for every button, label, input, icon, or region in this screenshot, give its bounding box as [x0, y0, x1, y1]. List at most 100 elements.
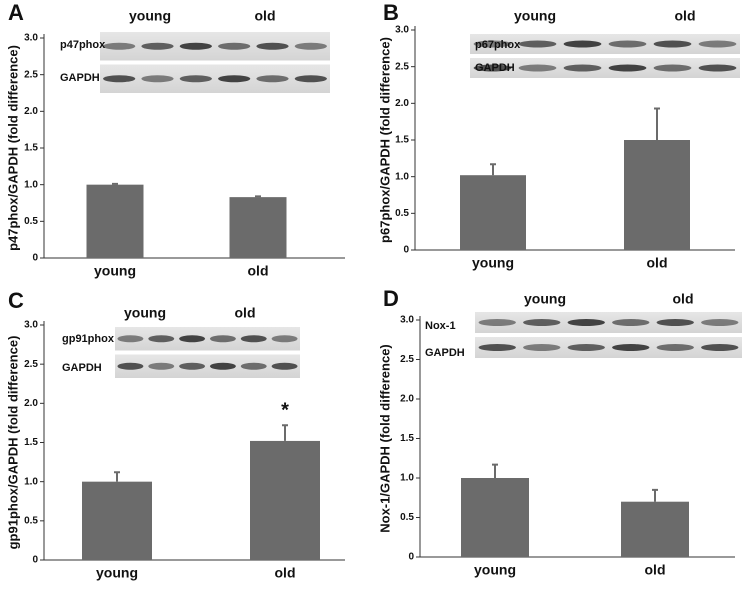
- blot-band: [473, 40, 512, 48]
- y-tick-label: 0.5: [400, 512, 414, 523]
- error-bar: [654, 107, 660, 140]
- group-label: young: [129, 8, 171, 24]
- blot-band: [117, 362, 144, 370]
- significance-mark: *: [281, 400, 289, 422]
- error-bar: [492, 463, 498, 478]
- x-tick-label: old: [248, 263, 269, 279]
- x-tick-label: old: [645, 562, 666, 578]
- blot-band: [518, 40, 557, 48]
- blot-band: [103, 75, 136, 83]
- x-tick-label: old: [647, 255, 668, 271]
- y-tick-label: 1.5: [400, 433, 414, 444]
- blot-band: [209, 335, 236, 343]
- blot-band: [612, 344, 650, 351]
- group-label: young: [514, 8, 556, 24]
- bar: [461, 478, 529, 557]
- y-tick-label: 2.5: [395, 61, 409, 72]
- group-label: old: [673, 291, 694, 307]
- y-tick-label: 0: [408, 552, 414, 563]
- blot-strip: [475, 337, 742, 358]
- y-tick-label: 1.0: [395, 171, 409, 182]
- group-label: young: [524, 291, 566, 307]
- blot-label: gp91phox: [62, 333, 115, 345]
- blot-label: p47phox: [60, 39, 106, 51]
- group-label: old: [675, 8, 696, 24]
- y-tick-label: 2.0: [395, 98, 409, 109]
- y-tick-label: 1.5: [395, 135, 409, 146]
- y-tick-label: 0: [32, 555, 38, 566]
- x-tick-label: young: [94, 263, 136, 279]
- blot-label: GAPDH: [60, 72, 100, 84]
- blot-band: [271, 335, 298, 343]
- blot-strip: [115, 354, 300, 378]
- y-tick-label: 2.5: [24, 359, 38, 370]
- blot-band: [608, 64, 647, 72]
- y-tick-label: 2.5: [24, 69, 38, 80]
- blot-strip: [470, 58, 740, 78]
- group-label: young: [124, 305, 166, 321]
- blot-label: Nox-1: [425, 320, 456, 332]
- group-label: old: [255, 8, 276, 24]
- bar: [229, 197, 287, 258]
- y-tick-label: 3.0: [24, 33, 38, 44]
- blot-band: [563, 64, 602, 72]
- error-bar: [652, 488, 658, 502]
- blot-band: [567, 319, 605, 326]
- blot-strip: [470, 34, 740, 54]
- y-tick-label: 0.5: [24, 515, 38, 526]
- bar: [621, 501, 689, 557]
- y-tick-label: 3.0: [395, 25, 409, 36]
- blot-band: [256, 42, 289, 50]
- blot-band: [701, 319, 739, 326]
- blot-band: [518, 64, 557, 72]
- panel-label: C: [8, 288, 24, 313]
- y-axis-title: gp91phox/GAPDH (fold difference): [5, 336, 20, 550]
- blot-band: [523, 319, 561, 326]
- blot-band: [698, 40, 737, 48]
- x-tick-label: young: [474, 562, 516, 578]
- y-tick-label: 3.0: [24, 320, 38, 331]
- y-tick-label: 1.0: [24, 179, 38, 190]
- y-axis-title: p67phox/GAPDH (fold difference): [377, 37, 392, 243]
- blot-band: [294, 42, 327, 50]
- y-axis-title: p47phox/GAPDH (fold difference): [5, 45, 20, 251]
- blot-band: [478, 319, 516, 326]
- x-tick-label: young: [96, 565, 138, 581]
- blot-band: [473, 64, 512, 72]
- x-tick-label: young: [472, 255, 514, 271]
- error-bar: [114, 471, 120, 482]
- blot-band: [567, 344, 605, 351]
- blot-strip: [100, 32, 330, 61]
- y-tick-label: 2.0: [24, 398, 38, 409]
- y-tick-label: 1.0: [24, 476, 38, 487]
- blot-band: [653, 40, 692, 48]
- blot-band: [256, 75, 289, 83]
- bar: [250, 440, 320, 560]
- blot-label: GAPDH: [425, 347, 465, 359]
- blot-band: [148, 335, 175, 343]
- y-tick-label: 2.5: [400, 354, 414, 365]
- panel-label: A: [8, 0, 24, 25]
- blot-band: [179, 42, 212, 50]
- blot-band: [653, 64, 692, 72]
- y-tick-label: 0: [403, 245, 409, 256]
- bar: [460, 175, 526, 250]
- error-bar: [490, 163, 496, 176]
- blot-band: [563, 40, 602, 48]
- blot-band: [701, 344, 739, 351]
- blot-band: [656, 319, 694, 326]
- error-bar: [255, 195, 261, 198]
- group-label: old: [235, 305, 256, 321]
- blot-band: [218, 42, 251, 50]
- blot-band: [523, 344, 561, 351]
- blot-band: [148, 362, 175, 370]
- bar: [82, 481, 152, 560]
- blot-band: [698, 64, 737, 72]
- blot-band: [240, 335, 267, 343]
- blot-band: [103, 42, 136, 50]
- blot-band: [608, 40, 647, 48]
- blot-band: [179, 362, 206, 370]
- y-tick-label: 1.5: [24, 143, 38, 154]
- panel-label: B: [383, 0, 399, 25]
